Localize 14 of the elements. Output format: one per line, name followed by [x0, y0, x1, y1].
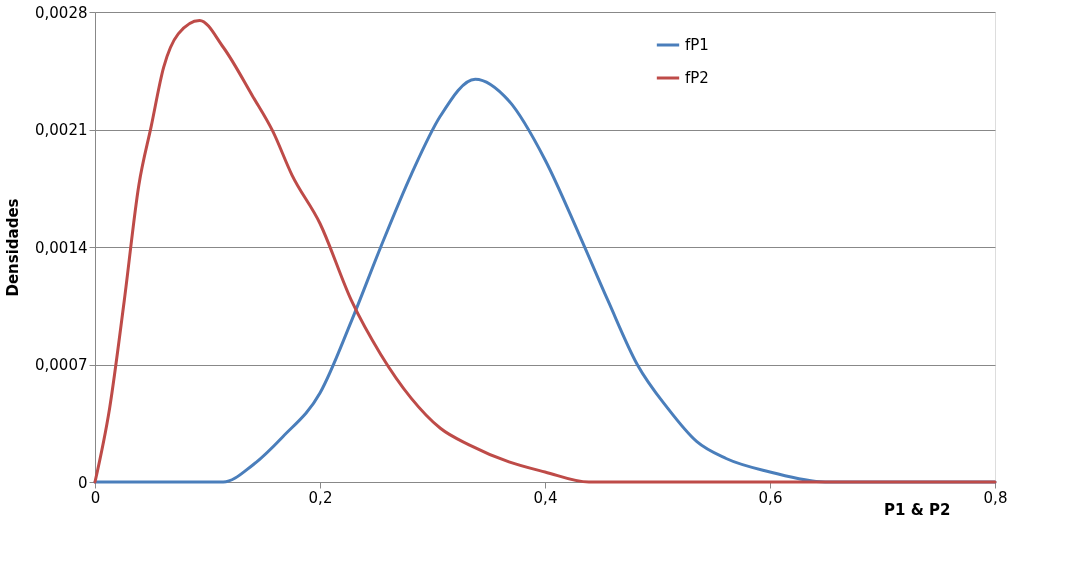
y-tick-label: 0,0028: [35, 3, 88, 22]
y-tick-label: 0,0014: [35, 238, 88, 257]
x-tick-label: 0,8: [983, 488, 1008, 507]
x-axis-title: P1 & P2: [884, 500, 951, 519]
legend-label: fP2: [685, 69, 709, 87]
y-tick-label: 0,0021: [35, 121, 88, 139]
y-tick-label: 0: [77, 473, 88, 492]
y-axis-title: Densidades: [4, 198, 23, 297]
x-tick-label: 0,2: [308, 488, 333, 507]
y-tick-label: 0,0007: [35, 356, 88, 374]
legend-label: fP1: [685, 36, 709, 54]
x-tick-label: 0: [90, 488, 101, 507]
x-tick-label: 0,4: [533, 488, 558, 507]
x-tick-label: 0,6: [758, 488, 783, 507]
